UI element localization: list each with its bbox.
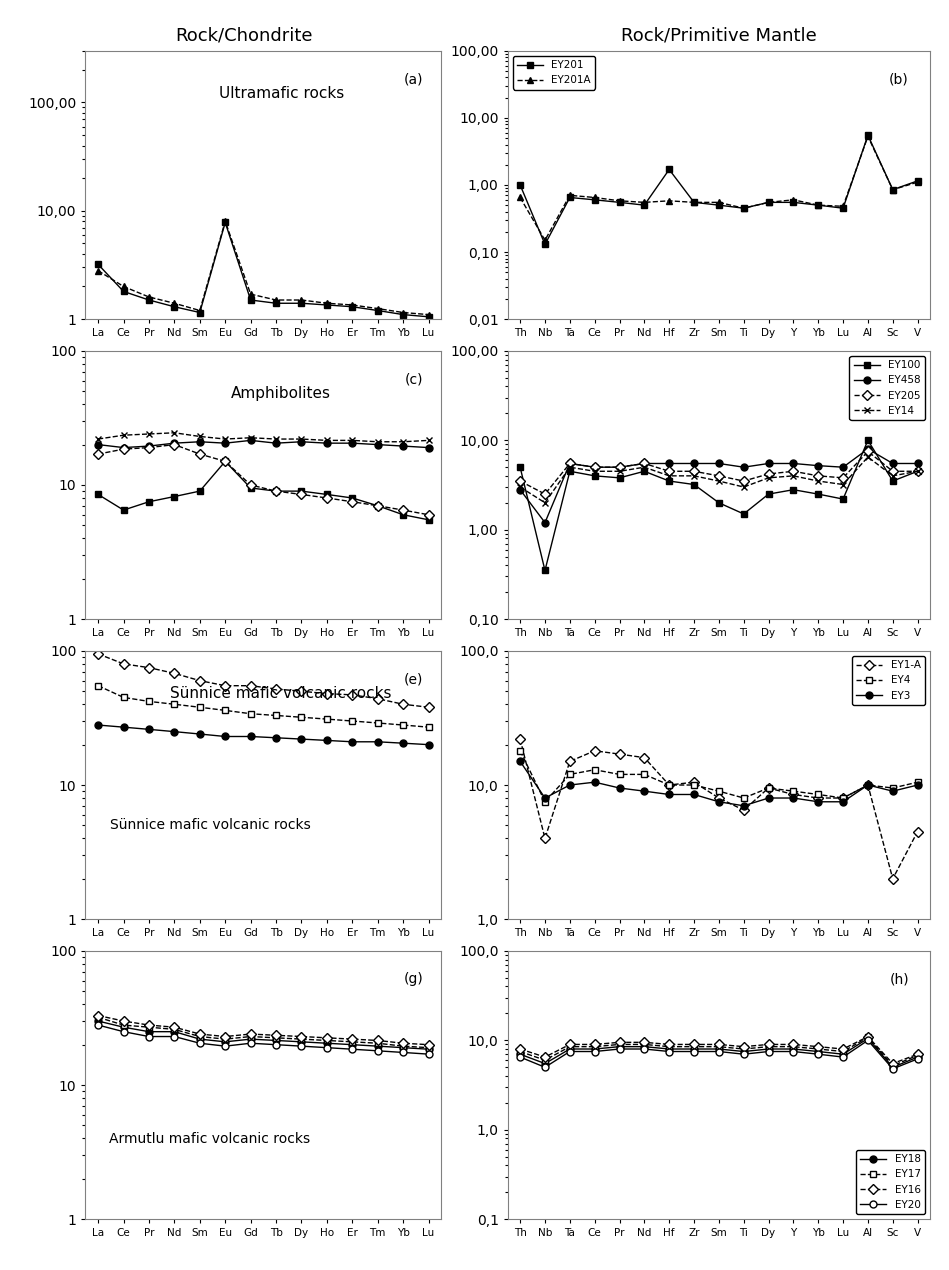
Text: (d): (d) <box>889 372 909 386</box>
Text: Ultramafic rocks: Ultramafic rocks <box>218 85 344 100</box>
Legend: EY1-A, EY4, EY3: EY1-A, EY4, EY3 <box>852 657 925 705</box>
Text: (b): (b) <box>889 72 909 86</box>
Text: Rock/Chondrite: Rock/Chondrite <box>176 27 313 44</box>
Text: (f): (f) <box>893 672 909 686</box>
Legend: EY18, EY17, EY16, EY20: EY18, EY17, EY16, EY20 <box>856 1151 925 1214</box>
Text: Rock/Primitive Mantle: Rock/Primitive Mantle <box>621 27 817 44</box>
Text: (c): (c) <box>405 372 423 386</box>
Legend: EY100, EY458, EY205, EY14: EY100, EY458, EY205, EY14 <box>849 356 925 420</box>
Text: Sünnice mafic volcanic rocks: Sünnice mafic volcanic rocks <box>109 818 310 832</box>
Text: (g): (g) <box>403 973 423 987</box>
Text: (a): (a) <box>404 72 423 86</box>
Legend: EY201, EY201A: EY201, EY201A <box>512 56 595 90</box>
Text: (e): (e) <box>404 672 423 686</box>
Text: (h): (h) <box>889 973 909 987</box>
Text: Armutlu mafic volcanic rocks: Armutlu mafic volcanic rocks <box>109 1132 310 1146</box>
Text: Amphibolites: Amphibolites <box>232 386 331 401</box>
Text: Sünnice mafic volcanic rocks: Sünnice mafic volcanic rocks <box>171 686 392 701</box>
